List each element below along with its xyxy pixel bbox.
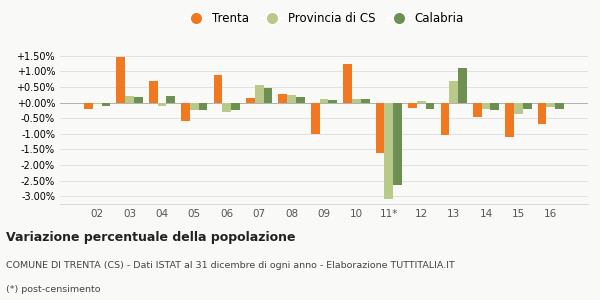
- Bar: [278, 94, 287, 103]
- Bar: [393, 103, 402, 185]
- Bar: [263, 88, 272, 103]
- Bar: [555, 103, 564, 109]
- Bar: [166, 96, 175, 103]
- Bar: [490, 103, 499, 110]
- Text: COMUNE DI TRENTA (CS) - Dati ISTAT al 31 dicembre di ogni anno - Elaborazione TU: COMUNE DI TRENTA (CS) - Dati ISTAT al 31…: [6, 262, 455, 271]
- Bar: [255, 85, 263, 103]
- Bar: [482, 103, 490, 109]
- Bar: [352, 100, 361, 103]
- Bar: [84, 103, 93, 109]
- Bar: [417, 101, 425, 103]
- Bar: [473, 103, 482, 117]
- Bar: [125, 96, 134, 103]
- Bar: [134, 97, 143, 103]
- Bar: [440, 103, 449, 135]
- Bar: [514, 103, 523, 113]
- Bar: [311, 103, 320, 134]
- Bar: [149, 81, 158, 103]
- Bar: [93, 103, 101, 104]
- Legend: Trenta, Provincia di CS, Calabria: Trenta, Provincia di CS, Calabria: [180, 7, 468, 29]
- Bar: [246, 98, 255, 103]
- Bar: [190, 103, 199, 110]
- Bar: [376, 103, 385, 152]
- Bar: [116, 57, 125, 103]
- Bar: [158, 103, 166, 106]
- Bar: [458, 68, 467, 103]
- Bar: [199, 103, 208, 110]
- Bar: [296, 97, 305, 103]
- Bar: [385, 103, 393, 199]
- Bar: [287, 95, 296, 103]
- Bar: [223, 103, 231, 112]
- Bar: [449, 81, 458, 103]
- Bar: [181, 103, 190, 121]
- Bar: [214, 74, 223, 103]
- Bar: [320, 98, 328, 103]
- Bar: [101, 103, 110, 106]
- Bar: [231, 103, 240, 110]
- Text: (*) post-censimento: (*) post-censimento: [6, 286, 101, 295]
- Text: Variazione percentuale della popolazione: Variazione percentuale della popolazione: [6, 232, 296, 244]
- Bar: [547, 103, 555, 107]
- Bar: [523, 103, 532, 109]
- Bar: [328, 100, 337, 103]
- Bar: [538, 103, 547, 124]
- Bar: [408, 103, 417, 108]
- Bar: [343, 64, 352, 103]
- Bar: [425, 103, 434, 109]
- Bar: [361, 100, 370, 103]
- Bar: [505, 103, 514, 137]
